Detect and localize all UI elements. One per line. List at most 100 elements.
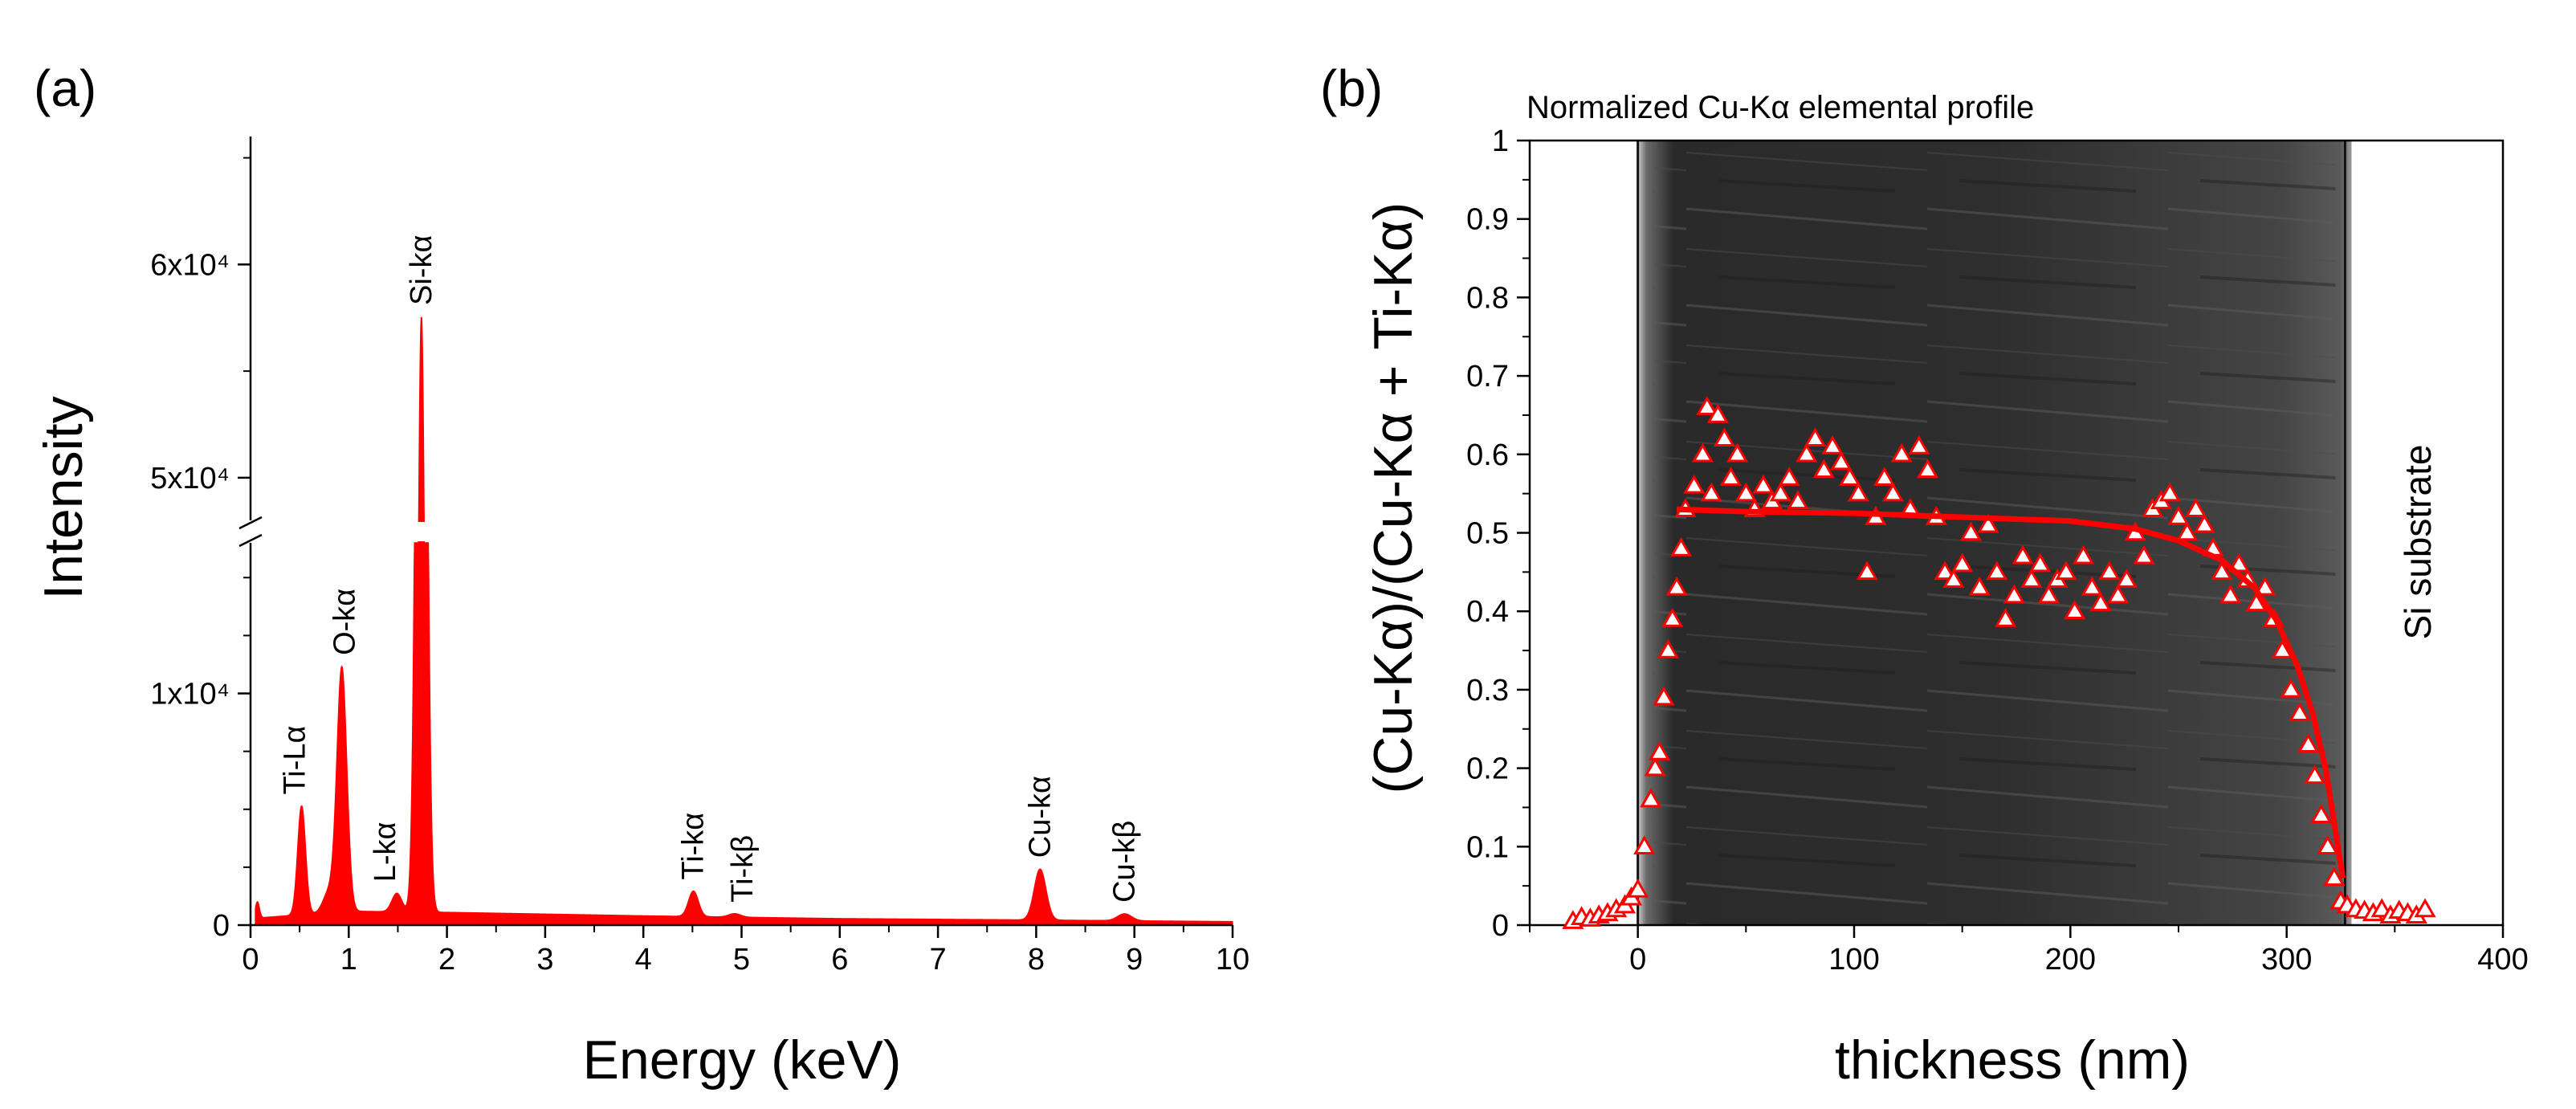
data-point [2245, 592, 2268, 612]
data-point [1649, 741, 1671, 760]
data-point [2304, 764, 2326, 785]
x-tick-label-a: 1 [340, 943, 357, 976]
data-point [2029, 552, 2052, 573]
data-point [1916, 459, 1939, 479]
y-tick-label-b: 0 [1492, 909, 1509, 943]
data-point [1734, 482, 1757, 502]
data-point [1706, 403, 1729, 423]
data-point [1795, 442, 1818, 463]
data-point [2072, 544, 2095, 565]
y-tick-label-b: 0.7 [1466, 360, 1509, 393]
data-point [1665, 576, 1688, 596]
data-point [2037, 584, 2060, 604]
data-point [1830, 451, 1853, 471]
data-point [1959, 521, 1983, 541]
data-point [2107, 584, 2130, 604]
x-axis-title-a: Energy (keV) [583, 1029, 902, 1091]
data-point [1752, 474, 1775, 494]
data-point [1661, 607, 1684, 627]
data-point [2167, 505, 2190, 525]
data-point [1713, 427, 1735, 447]
chart-title-b: Normalized Cu-Kα elemental profile [1526, 90, 2034, 125]
peak-label: O-kα [328, 589, 362, 655]
data-point [1812, 459, 1835, 479]
data-point [1968, 576, 1991, 596]
data-point [2133, 544, 2155, 565]
y-tick-label-a: 6x10⁴ [150, 248, 230, 282]
data-point [2228, 552, 2250, 573]
y-tick-label-b: 0.8 [1466, 281, 1509, 315]
data-point [2011, 544, 2034, 565]
peak-label: Ti-kβ [726, 835, 760, 903]
data-point [2020, 569, 2043, 588]
data-point [1804, 427, 1827, 447]
x-tick-label-b: 300 [2261, 943, 2312, 976]
data-point [1787, 490, 1809, 510]
data-point [2317, 835, 2339, 855]
x-axis-title-b: thickness (nm) [1835, 1029, 2190, 1091]
y-tick-label-b: 0.4 [1466, 595, 1509, 629]
data-point [2193, 513, 2215, 533]
y-tick-label-a: 0 [213, 909, 230, 943]
peak-label: Cu-kβ [1108, 821, 1142, 903]
data-point [2115, 569, 2138, 588]
y-tick-label-a: 5x10⁴ [150, 462, 230, 495]
y-tick-label-b: 0.1 [1466, 830, 1509, 864]
data-point [2158, 482, 2181, 502]
data-point [2098, 561, 2121, 581]
axis-break-gap [252, 522, 1231, 541]
tem-background-image [1636, 141, 2352, 925]
data-point [2211, 561, 2233, 581]
fit-curve [1676, 506, 2346, 879]
eds-spectrum [252, 316, 1233, 926]
data-point [2323, 866, 2346, 887]
data-point [2289, 702, 2311, 721]
x-tick-label-a: 3 [536, 943, 553, 976]
data-point [1839, 467, 1861, 486]
x-tick-label-a: 5 [733, 943, 750, 976]
panel-a-ticks: 0 1 2 3 4 5 6 7 8 9 10 0 1x10⁴ 5x10⁴ 6x10⁴ [150, 157, 1249, 976]
data-point [1934, 561, 1956, 581]
data-point [1700, 482, 1722, 502]
data-point [2310, 804, 2333, 823]
data-point [1644, 756, 1666, 777]
data-point [1640, 788, 1662, 808]
data-points [1562, 396, 2436, 929]
spectrum-area [255, 316, 1233, 926]
data-point [1977, 513, 1999, 533]
data-point [1942, 569, 1965, 588]
data-point [2184, 498, 2207, 517]
x-tick-label-b: 100 [1828, 943, 1879, 976]
data-point [2089, 592, 2112, 612]
data-point [1881, 482, 1905, 502]
panel-b: (b) 0 100 200 300 40000.10.20.30.40.50.60.70… [1320, 59, 2529, 1091]
y-tick-label-b: 0.6 [1466, 438, 1509, 472]
y-tick-label-b: 0.2 [1466, 752, 1509, 786]
data-point [1633, 835, 1656, 855]
y-tick-label-b: 0.9 [1466, 203, 1509, 237]
data-point [2003, 584, 2025, 604]
data-point [2064, 600, 2086, 619]
data-point [1769, 482, 1792, 502]
data-point [2297, 733, 2320, 753]
x-tick-label-a: 8 [1028, 943, 1045, 976]
panel-b-ticks: 0 100 200 300 400 0 0.1 0.2 0.3 0.4 0.5 0.6 0.7 0.8 0.… [1466, 124, 2529, 976]
peak-label: Cu-kα [1023, 776, 1057, 858]
panel-a-label: (a) [34, 59, 96, 117]
data-point [1890, 442, 1913, 463]
y-axis-title-b: (Cu-Kα)/(Cu-Kα + Ti-Kα) [1363, 202, 1424, 794]
data-point [1683, 474, 1706, 494]
data-point [2055, 561, 2077, 581]
x-tick-label-a: 10 [1216, 943, 1249, 976]
data-point [1696, 396, 1718, 415]
peak-label: Si-kα [405, 235, 438, 305]
data-point [1847, 482, 1869, 502]
peak-annotations: Ti-Lα O-kα L-kα Si-kα Ti-kα Ti-kβ Cu-kα Cu-kβ [279, 235, 1142, 903]
peak-label: L-kα [369, 822, 402, 883]
data-point [1726, 442, 1749, 463]
x-tick-label-b: 400 [2477, 943, 2528, 976]
y-tick-label-b: 0.3 [1466, 674, 1509, 707]
data-point [2081, 576, 2103, 596]
y-tick-label-b: 1 [1492, 124, 1509, 158]
